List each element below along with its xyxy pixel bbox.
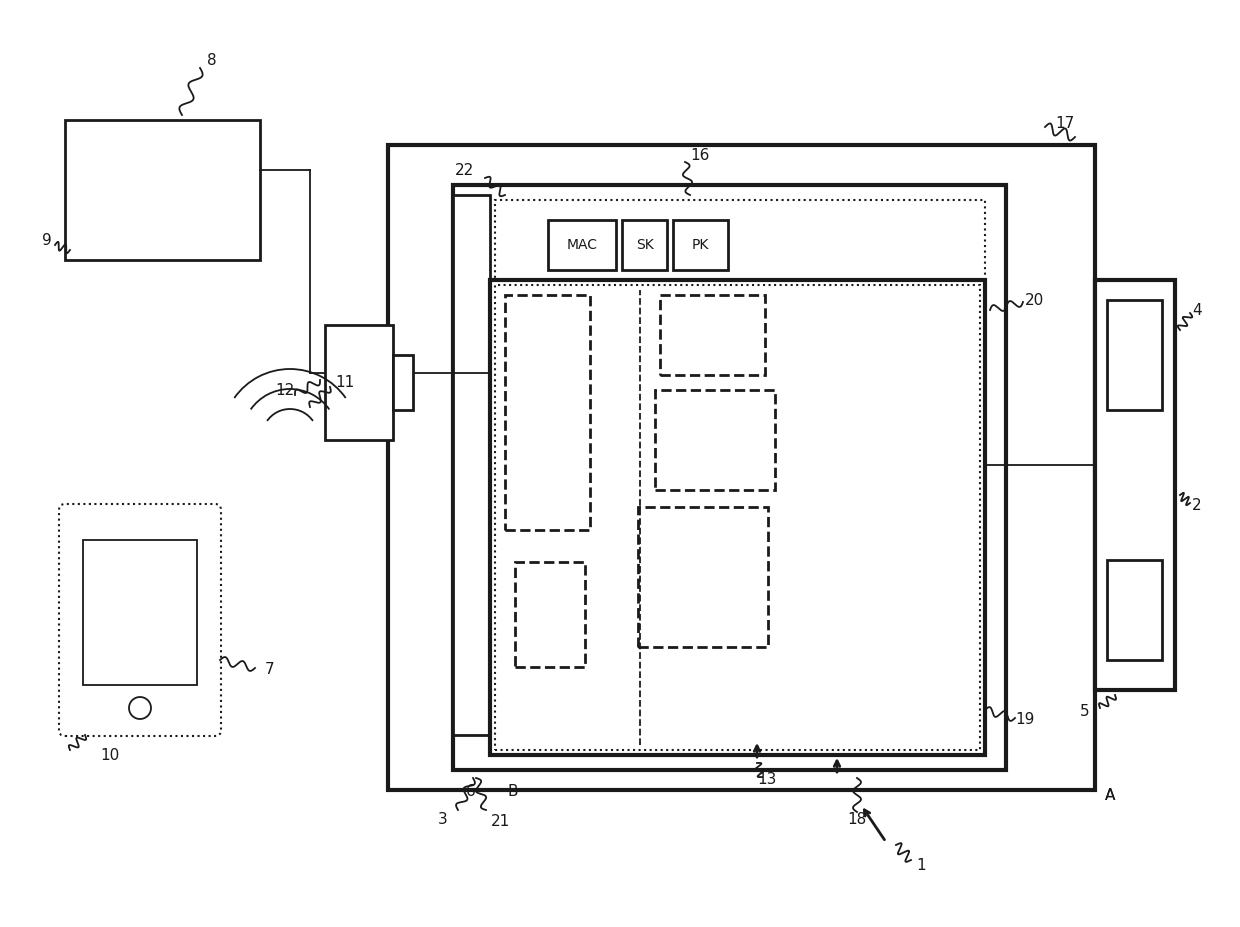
Text: 10: 10 <box>100 747 119 763</box>
Text: 4: 4 <box>1192 302 1202 318</box>
Text: 6: 6 <box>466 784 476 799</box>
Text: SK: SK <box>636 238 653 252</box>
Bar <box>495 285 980 750</box>
Text: 17: 17 <box>1055 116 1075 131</box>
Text: 8: 8 <box>207 53 217 68</box>
Text: 9: 9 <box>42 233 52 248</box>
Bar <box>548 220 616 270</box>
Bar <box>505 295 590 530</box>
Text: MAC: MAC <box>567 238 598 252</box>
Text: 5: 5 <box>1080 705 1090 719</box>
Bar <box>325 325 393 440</box>
Text: B: B <box>507 784 518 799</box>
Bar <box>515 562 585 667</box>
Text: 1: 1 <box>916 857 926 872</box>
FancyBboxPatch shape <box>60 504 221 736</box>
Text: 7: 7 <box>265 663 275 678</box>
Bar <box>393 355 413 410</box>
Text: 22: 22 <box>455 162 475 177</box>
Text: A: A <box>1105 788 1115 803</box>
Bar <box>388 145 1095 790</box>
Bar <box>64 120 260 260</box>
Text: 11: 11 <box>335 375 355 389</box>
Bar <box>673 220 728 270</box>
Text: 16: 16 <box>691 147 709 162</box>
Circle shape <box>129 697 151 719</box>
Text: PK: PK <box>692 238 709 252</box>
Text: 3: 3 <box>438 812 448 828</box>
Bar <box>453 195 490 735</box>
Bar <box>83 540 197 685</box>
Bar <box>660 295 765 375</box>
Text: 20: 20 <box>1025 293 1044 308</box>
Bar <box>1107 300 1162 410</box>
Text: 18: 18 <box>847 812 867 828</box>
Bar <box>495 200 985 530</box>
Bar <box>453 185 1006 770</box>
Text: 21: 21 <box>491 815 511 830</box>
Text: 13: 13 <box>758 772 776 788</box>
Bar <box>639 507 768 647</box>
Bar <box>1095 280 1176 690</box>
Bar <box>622 220 667 270</box>
Text: A: A <box>1105 788 1115 803</box>
Text: 2: 2 <box>1192 498 1202 513</box>
Bar <box>490 280 985 755</box>
Text: 12: 12 <box>275 383 295 398</box>
Text: 19: 19 <box>1016 713 1034 728</box>
Bar <box>655 390 775 490</box>
Bar <box>1107 560 1162 660</box>
